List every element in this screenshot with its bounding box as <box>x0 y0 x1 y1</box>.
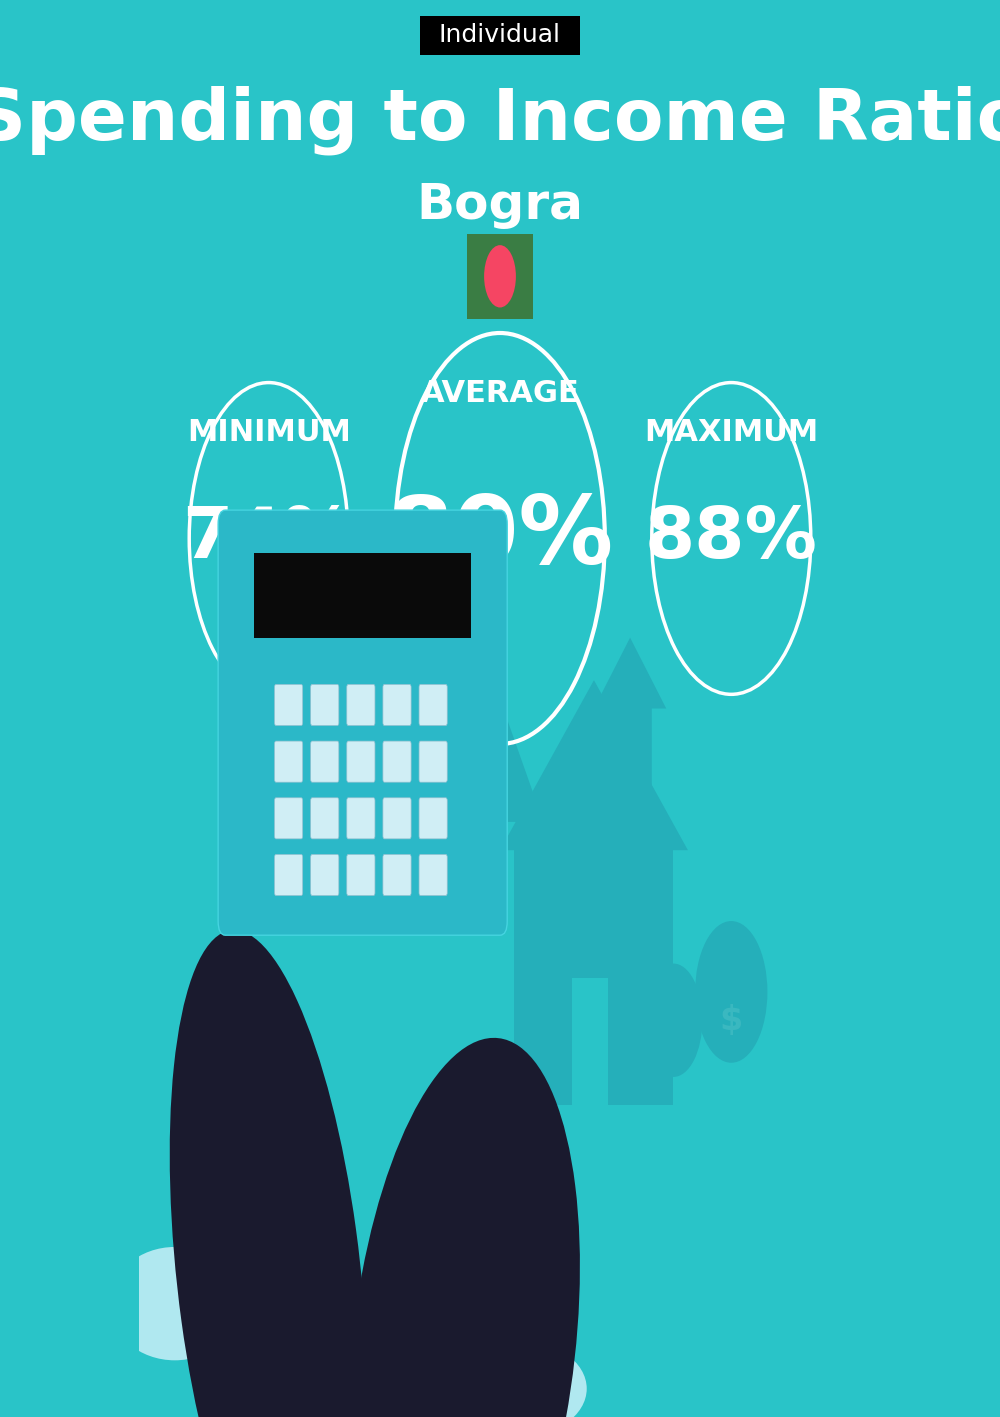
FancyBboxPatch shape <box>275 741 303 782</box>
FancyBboxPatch shape <box>347 684 375 726</box>
Ellipse shape <box>348 1037 580 1417</box>
FancyBboxPatch shape <box>419 684 447 726</box>
FancyBboxPatch shape <box>419 854 447 896</box>
FancyBboxPatch shape <box>311 854 339 896</box>
FancyBboxPatch shape <box>218 510 507 935</box>
Polygon shape <box>500 680 688 850</box>
Circle shape <box>695 921 767 1063</box>
Text: Spending to Income Ratio: Spending to Income Ratio <box>0 85 1000 156</box>
Bar <box>467 234 533 319</box>
FancyBboxPatch shape <box>383 854 411 896</box>
Text: MAXIMUM: MAXIMUM <box>644 418 818 446</box>
FancyBboxPatch shape <box>275 854 303 896</box>
FancyBboxPatch shape <box>383 798 411 839</box>
FancyBboxPatch shape <box>311 684 339 726</box>
Ellipse shape <box>170 930 368 1417</box>
Bar <box>514 850 673 1105</box>
Ellipse shape <box>110 1247 240 1360</box>
FancyBboxPatch shape <box>347 854 375 896</box>
Circle shape <box>645 964 702 1077</box>
Text: Individual: Individual <box>439 24 561 47</box>
Bar <box>572 978 608 1105</box>
FancyBboxPatch shape <box>419 798 447 839</box>
FancyBboxPatch shape <box>383 741 411 782</box>
FancyBboxPatch shape <box>275 798 303 839</box>
FancyBboxPatch shape <box>420 16 580 55</box>
FancyBboxPatch shape <box>347 741 375 782</box>
FancyBboxPatch shape <box>383 684 411 726</box>
Text: 88%: 88% <box>645 504 818 572</box>
FancyArrow shape <box>594 638 666 992</box>
Text: Bogra: Bogra <box>417 181 583 230</box>
Text: 74%: 74% <box>182 504 355 572</box>
Text: MINIMUM: MINIMUM <box>187 418 351 446</box>
Ellipse shape <box>442 1339 587 1417</box>
FancyBboxPatch shape <box>275 684 303 726</box>
Text: $: $ <box>720 1003 743 1037</box>
FancyBboxPatch shape <box>311 798 339 839</box>
FancyBboxPatch shape <box>347 798 375 839</box>
Circle shape <box>484 245 516 307</box>
Polygon shape <box>413 638 543 822</box>
Bar <box>254 553 471 638</box>
FancyBboxPatch shape <box>311 741 339 782</box>
FancyBboxPatch shape <box>419 741 447 782</box>
Text: AVERAGE: AVERAGE <box>421 380 579 408</box>
Text: 80%: 80% <box>387 493 613 584</box>
